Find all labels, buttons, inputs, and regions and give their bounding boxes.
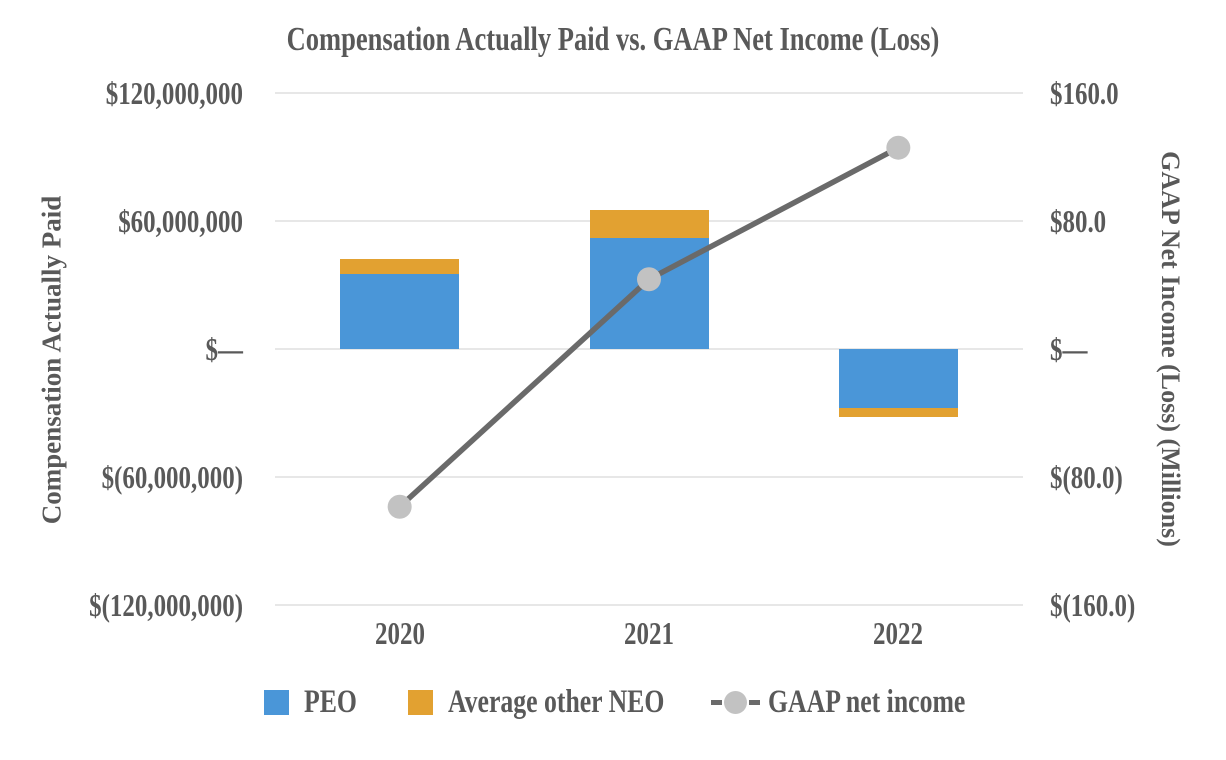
y-axis-label-right: $80.0 — [1050, 203, 1107, 239]
legend-label-peo: PEO — [304, 683, 357, 720]
bar-segment-peo-2020 — [340, 274, 460, 349]
peo-swatch — [264, 689, 289, 715]
legend-label-neo: Average other NEO — [448, 683, 665, 720]
bar-segment-peo-2021 — [589, 238, 709, 349]
legend-label-gaap: GAAP net income — [768, 683, 966, 720]
bar-segment-peo-2022 — [838, 349, 958, 408]
chart-title: Compensation Actually Paid vs. GAAP Net … — [286, 21, 940, 58]
y-axis-label-right: $160.0 — [1050, 75, 1119, 111]
legend-item-neo: Average other NEO — [408, 683, 725, 720]
gaap-marker — [886, 135, 911, 160]
gridline — [275, 92, 1023, 94]
gridline — [275, 604, 1023, 606]
gridline — [275, 476, 1023, 478]
gaap-line-marker-icon — [711, 690, 760, 715]
y-axis-label-left: $(120,000,000) — [89, 587, 243, 623]
y-axis-label-right: $(80.0) — [1050, 459, 1123, 495]
y-axis-label-right: $(160.0) — [1050, 587, 1136, 623]
gaap-marker — [387, 494, 412, 519]
y-axis-label-left: $60,000,000 — [118, 203, 243, 239]
y-axis-label-left: $120,000,000 — [105, 75, 243, 111]
y-axis-label-left: $— — [205, 331, 243, 367]
x-axis-label: 2022 — [873, 615, 924, 651]
neo-swatch — [408, 689, 433, 715]
bar-segment-average-other-neo-2021 — [589, 210, 709, 239]
bar-segment-average-other-neo-2020 — [340, 259, 460, 275]
y-axis-label-right: $— — [1050, 331, 1088, 367]
y-axis-label-left: $(60,000,000) — [101, 459, 243, 495]
bar-segment-average-other-neo-2022 — [838, 407, 958, 418]
x-axis-label: 2021 — [624, 615, 674, 651]
legend-item-gaap: GAAP net income — [711, 683, 1021, 720]
legend-item-peo: PEO — [264, 683, 372, 720]
x-axis-label: 2020 — [374, 615, 425, 651]
